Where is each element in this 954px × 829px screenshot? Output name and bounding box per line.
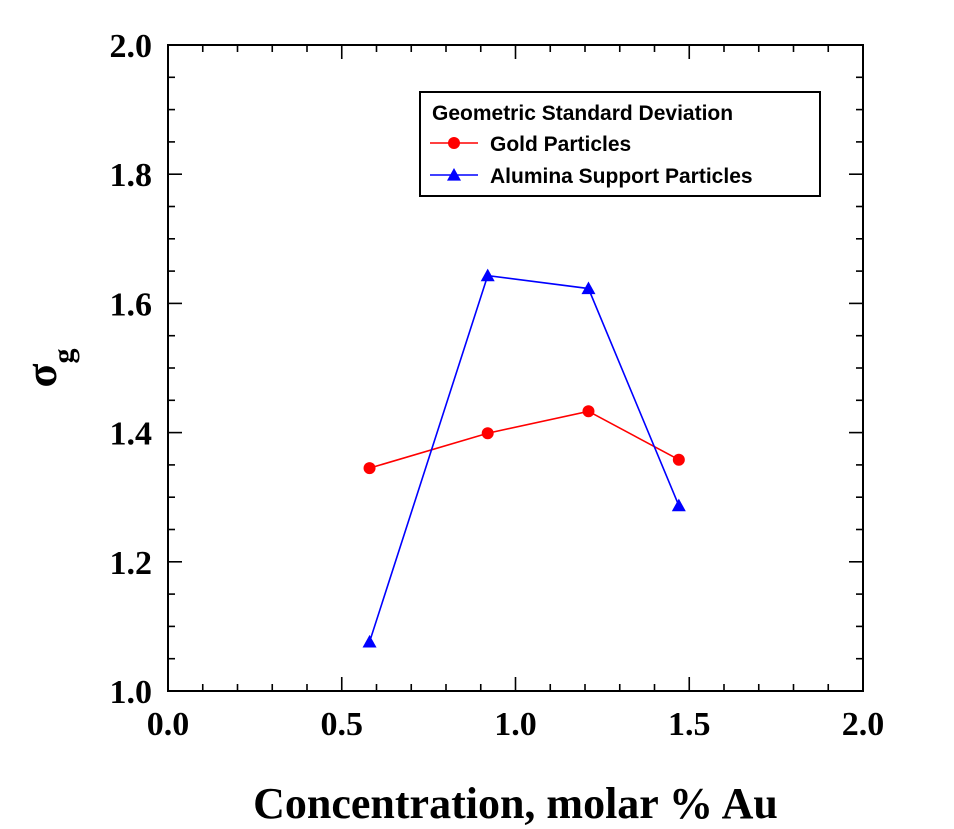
legend-item: Gold Particles: [430, 133, 631, 156]
legend-item: Alumina Support Particles: [430, 165, 753, 188]
y-tick-label: 2.0: [110, 28, 153, 65]
legend-label: Alumina Support Particles: [490, 165, 753, 188]
x-axis-title: Concentration, molar % Au: [253, 779, 778, 828]
y-tick-labels: 1.0 1.2 1.4 1.6 1.8 2.0: [110, 28, 153, 711]
x-tick-labels: 0.0 0.5 1.0 1.5 2.0: [147, 706, 885, 743]
series-line: [369, 410, 680, 469]
legend-box: [419, 91, 821, 197]
data-point: [363, 462, 376, 475]
x-tick-label: 1.0: [494, 706, 537, 743]
series-layer: [362, 268, 686, 648]
y-tick-label: 1.0: [110, 674, 153, 711]
x-tick-label: 0.0: [147, 706, 190, 743]
data-point: [672, 453, 685, 466]
data-point: [671, 498, 686, 512]
legend-marker: [447, 168, 461, 181]
y-tick-label: 1.6: [110, 286, 153, 323]
legend-marker: [448, 137, 460, 149]
x-tick-label: 0.5: [321, 706, 364, 743]
y-tick-label: 1.4: [110, 416, 153, 453]
series-line: [368, 274, 680, 643]
series-1: [362, 268, 686, 648]
data-point: [481, 427, 494, 440]
y-axis-subscript: g: [47, 349, 80, 364]
x-tick-label: 1.5: [668, 706, 711, 743]
x-tick-label: 2.0: [842, 706, 885, 743]
data-point: [581, 281, 596, 295]
data-point: [582, 405, 595, 418]
plot-frame: [167, 44, 864, 692]
legend: Geometric Standard Deviation Gold Partic…: [419, 91, 821, 197]
series-0: [363, 405, 685, 475]
y-tick-label: 1.8: [110, 157, 153, 194]
data-point: [480, 268, 495, 282]
y-axis-symbol: σ: [17, 363, 66, 387]
legend-label: Gold Particles: [490, 133, 631, 156]
y-axis-title: σg: [17, 349, 80, 388]
legend-title: Geometric Standard Deviation: [432, 102, 733, 125]
y-tick-label: 1.2: [110, 545, 153, 582]
data-point: [362, 634, 377, 648]
